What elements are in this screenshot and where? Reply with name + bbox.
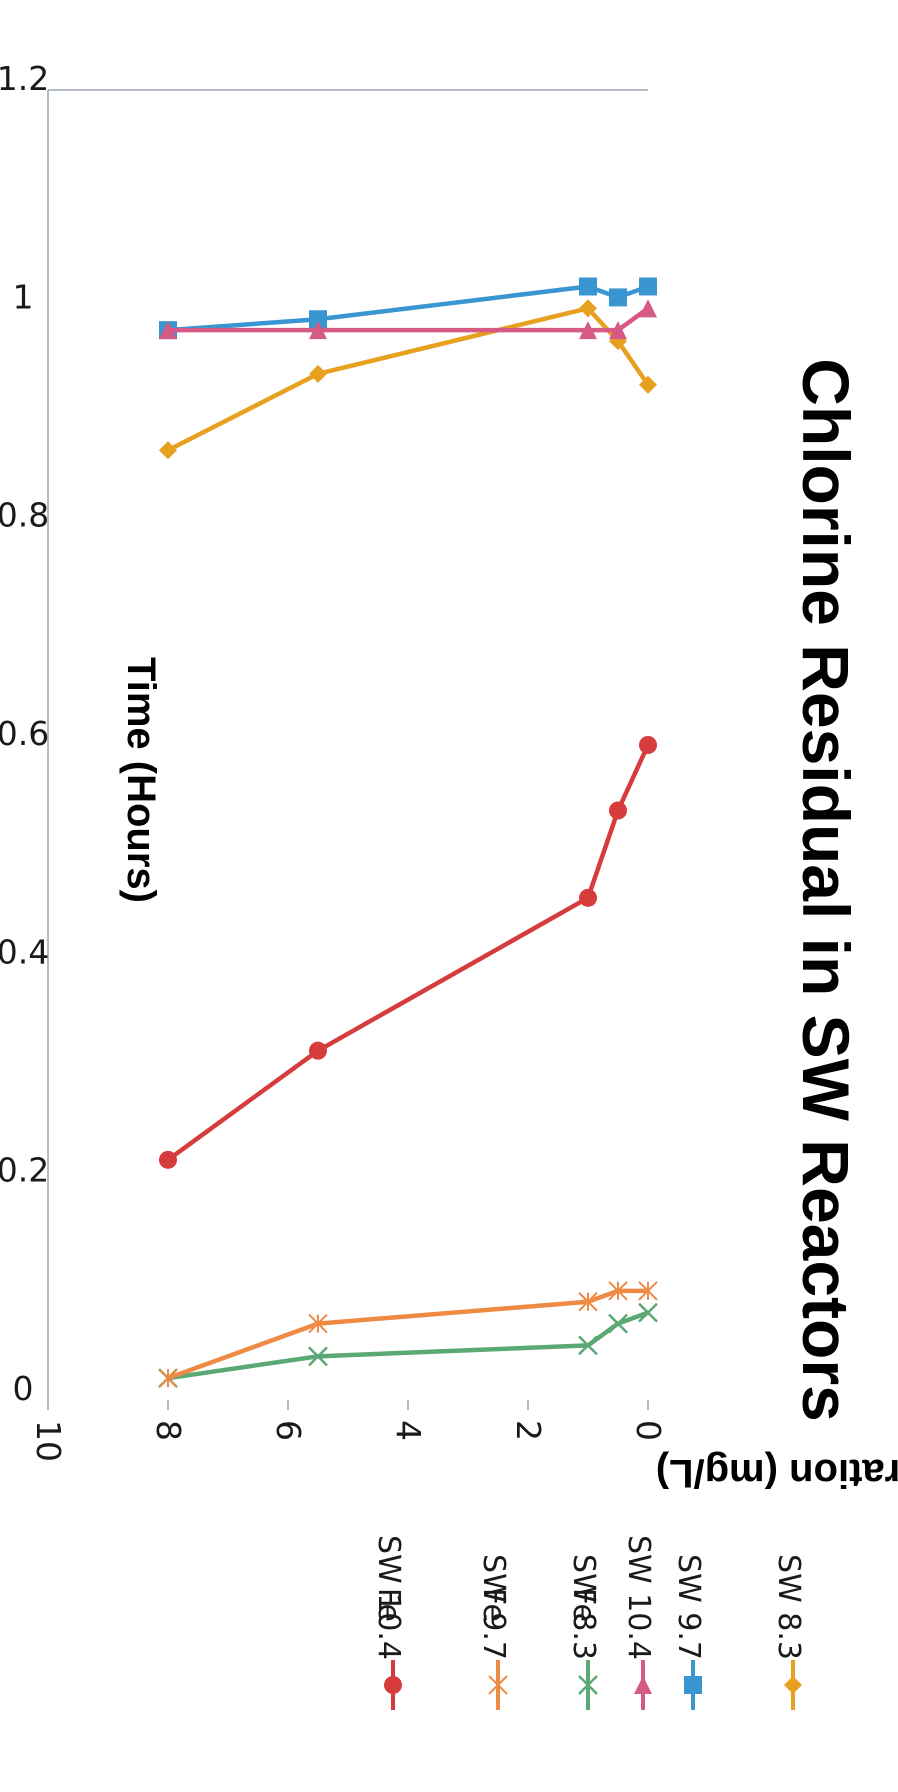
series-3 [159, 299, 657, 340]
data-point [309, 321, 327, 340]
y-tick-label: 1 [13, 277, 34, 316]
data-point [579, 321, 597, 340]
series-1 [159, 299, 657, 460]
data-point [578, 1292, 598, 1312]
series-line [167, 1310, 649, 1381]
x-tick-label: 8 [149, 1420, 188, 1441]
series-group [158, 277, 658, 1389]
x-tick-label: 6 [269, 1420, 308, 1441]
axes [47, 89, 648, 1400]
legend-item: SW 9.7Fe [476, 1554, 511, 1710]
y-tick-label: 0.8 [0, 496, 49, 535]
series-2 [159, 277, 657, 340]
rotated-chart-group: Chlorine Residual in SW Reactors 0246810… [0, 59, 863, 1710]
legend-marker [384, 1676, 402, 1694]
legend-label: SW 8.3 [566, 1554, 601, 1660]
legend-marker [684, 1676, 702, 1694]
data-point [639, 375, 657, 394]
data-point [639, 299, 657, 318]
data-point [309, 364, 327, 383]
legend-label: Fe [566, 1588, 601, 1622]
y-tick-label: 0.2 [0, 1151, 49, 1190]
data-point [609, 288, 627, 307]
series-6 [159, 736, 657, 1169]
data-point [638, 1281, 658, 1301]
y-axis-label: Concentration (mg/L) [656, 1451, 898, 1495]
data-point [159, 441, 177, 460]
data-point [609, 321, 627, 340]
x-tick-label: 10 [29, 1420, 68, 1462]
legend-label: Fe [371, 1588, 406, 1622]
data-point [578, 1335, 598, 1356]
x-axis-label: Time (Hours) [119, 657, 163, 903]
legend-marker [578, 1675, 598, 1695]
y-tick-label: 0.6 [0, 714, 49, 753]
legend-label: SW 9.7 [476, 1554, 511, 1660]
data-point [579, 277, 597, 296]
x-tick-label: 2 [509, 1420, 548, 1441]
legend-label: SW 9.7 [671, 1554, 706, 1660]
data-point [308, 1313, 328, 1334]
legend-item: SW 9.7 [671, 1554, 706, 1710]
x-ticks: 0 2 4 6 8 10 [29, 1400, 668, 1462]
x-tick-label: 0 [629, 1420, 668, 1441]
legend-item: SW 10.4 [621, 1535, 656, 1710]
legend-label: SW 8.3 [771, 1554, 806, 1660]
data-point [159, 1150, 177, 1169]
y-tick-label: 1.2 [0, 59, 49, 98]
y-ticks: 0 0.2 0.4 0.6 0.8 1 1.2 [0, 59, 49, 1408]
x-tick-label: 4 [389, 1420, 428, 1441]
data-point [639, 277, 657, 296]
data-point [609, 801, 627, 820]
data-point [579, 299, 597, 318]
legend-marker [634, 1676, 652, 1694]
data-point [639, 736, 657, 754]
data-point [309, 1041, 327, 1060]
legend-item: SW 8.3Fe [566, 1554, 601, 1710]
data-point [638, 1302, 658, 1323]
data-point [608, 1281, 628, 1301]
legend-marker [488, 1675, 508, 1695]
chart-title: Chlorine Residual in SW Reactors [789, 358, 863, 1422]
data-point [579, 888, 597, 907]
legend-item: SW 10.4Fe [371, 1535, 406, 1710]
legend-label: Fe [476, 1588, 511, 1622]
data-point [159, 321, 177, 340]
data-point [608, 1313, 628, 1334]
legend-marker [784, 1676, 802, 1694]
series-line [167, 284, 649, 333]
legend-label: SW 10.4 [621, 1535, 656, 1660]
legend-label: SW 10.4 [371, 1535, 406, 1660]
legend-item: SW 8.3 [771, 1554, 806, 1710]
data-point [309, 310, 327, 329]
y-tick-label: 0.4 [0, 932, 49, 971]
y-tick-label: 0 [13, 1369, 34, 1408]
data-point [158, 1368, 178, 1388]
data-point [308, 1346, 328, 1367]
series-line [167, 1288, 648, 1381]
series-line [166, 744, 651, 1162]
series-5 [158, 1281, 658, 1388]
